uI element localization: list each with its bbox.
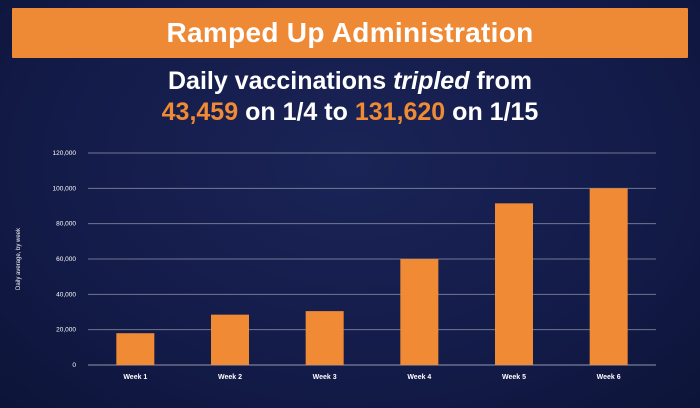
bar [211, 314, 249, 365]
y-tick-label: 20,000 [56, 327, 76, 334]
headline-to: to [324, 98, 348, 126]
x-tick-label: Week 6 [597, 374, 621, 381]
title-banner: Ramped Up Administration [12, 8, 688, 58]
x-tick-label: Week 4 [407, 374, 431, 381]
headline-on-1: on [245, 98, 276, 126]
bar-layer [116, 188, 628, 365]
bar [495, 203, 533, 365]
bar [400, 259, 439, 365]
y-tick-label: 80,000 [56, 221, 76, 228]
end-value: 131,620 [354, 98, 446, 126]
bar [116, 333, 155, 365]
y-axis-label: Daily average, by week [16, 227, 22, 290]
headline-on-2: on [452, 98, 483, 126]
grid-layer [88, 152, 656, 366]
y-tick-layer: 0 20,000 40,000 60,000 80,000 100,000 120,000 [53, 150, 77, 369]
end-date: 1/15 [489, 98, 539, 126]
x-tick-label: Week 1 [123, 374, 147, 381]
y-tick-label: 40,000 [56, 291, 76, 298]
start-date: 1/4 [282, 98, 318, 126]
headline-suffix: from [476, 67, 533, 95]
banner-title: Ramped Up Administration [166, 17, 534, 48]
x-tick-label: Week 5 [502, 374, 526, 381]
y-tick-label: 120,000 [53, 150, 77, 157]
y-tick-label: 100,000 [53, 185, 77, 192]
x-tick-label: Week 3 [313, 374, 337, 381]
x-tick-label: Week 2 [218, 374, 242, 381]
bar [305, 311, 344, 365]
x-label-layer: Week 1 Week 2 Week 3 Week 4 Week 5 Week 6 [123, 374, 620, 381]
headline-line-1: Daily vaccinations tripled from [0, 66, 700, 96]
y-tick-label: 0 [72, 362, 76, 369]
y-tick-label: 60,000 [56, 256, 76, 263]
headline-emphasis: tripled [393, 67, 470, 95]
headline-prefix: Daily vaccinations [167, 67, 387, 95]
bar [589, 188, 628, 365]
bar-chart: 020,00040,00060,00080,000100,000120,000 … [16, 150, 656, 381]
start-value: 43,459 [161, 98, 239, 126]
headline-line-2: 43,459 on 1/4 to 131,620 on 1/15 [0, 97, 700, 127]
